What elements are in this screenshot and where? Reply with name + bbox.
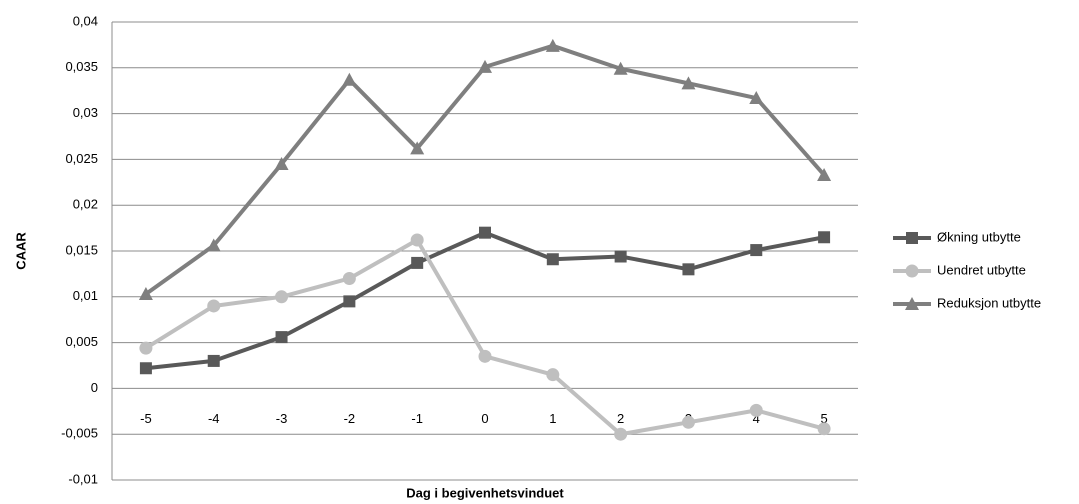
data-point	[343, 295, 356, 308]
data-point	[614, 250, 627, 263]
data-point	[342, 271, 356, 285]
x-tick-label: -4	[208, 411, 220, 426]
data-point	[546, 253, 559, 266]
data-point	[613, 61, 628, 75]
x-tick-label: -5	[140, 411, 152, 426]
y-tick-label: 0,035	[65, 59, 98, 74]
y-tick-label: 0,04	[73, 13, 98, 28]
legend-label: Uendret utbytte	[937, 262, 1026, 277]
data-point	[818, 231, 831, 244]
data-point	[817, 167, 832, 181]
y-tick-label: 0,025	[65, 151, 98, 166]
y-tick-label: 0	[91, 380, 98, 395]
data-point	[546, 368, 560, 382]
data-point	[207, 299, 221, 313]
legend-label: Økning utbytte	[937, 229, 1021, 244]
data-point	[342, 72, 357, 86]
data-point	[410, 233, 424, 247]
data-point	[681, 76, 696, 90]
data-point	[206, 238, 221, 252]
data-point	[750, 244, 763, 257]
legend-marker	[905, 264, 919, 278]
data-point	[139, 341, 153, 355]
y-tick-label: -0,005	[61, 426, 98, 441]
data-point	[410, 141, 425, 155]
data-point	[749, 91, 764, 105]
x-tick-label: -3	[276, 411, 288, 426]
data-point	[614, 427, 628, 441]
x-tick-label: 2	[617, 411, 624, 426]
data-point	[545, 38, 560, 52]
x-axis-title: Dag i begivenhetsvinduet	[406, 485, 564, 500]
y-tick-label: 0,005	[65, 334, 98, 349]
data-point	[274, 156, 289, 170]
data-point	[138, 287, 153, 301]
series-line	[144, 238, 825, 437]
y-tick-label: 0,01	[73, 288, 98, 303]
data-point	[749, 403, 763, 417]
y-tick-label: 0,015	[65, 242, 98, 257]
legend-marker	[905, 297, 919, 310]
data-point	[479, 226, 491, 239]
data-point	[411, 256, 424, 269]
x-tick-label: 5	[820, 411, 827, 426]
data-point	[207, 354, 220, 367]
y-tick-label: -0,01	[68, 471, 98, 486]
x-tick-label: 0	[481, 411, 488, 426]
data-point	[478, 59, 492, 73]
x-tick-label: 1	[549, 411, 556, 426]
y-axis-title: CAAR	[13, 232, 28, 270]
legend-label: Reduksjon utbytte	[937, 295, 1041, 310]
data-point	[275, 290, 289, 304]
y-tick-label: 0,02	[73, 197, 98, 212]
data-point	[681, 415, 695, 429]
x-tick-label: -1	[411, 411, 423, 426]
legend-marker	[906, 232, 918, 244]
data-point	[682, 263, 695, 276]
data-point	[139, 362, 152, 375]
data-point	[275, 331, 288, 344]
data-point	[817, 422, 831, 436]
series-line	[144, 43, 826, 296]
data-point	[478, 349, 492, 363]
x-tick-label: -2	[344, 411, 356, 426]
y-tick-label: 0,03	[73, 105, 98, 120]
x-tick-label: 4	[753, 411, 760, 426]
